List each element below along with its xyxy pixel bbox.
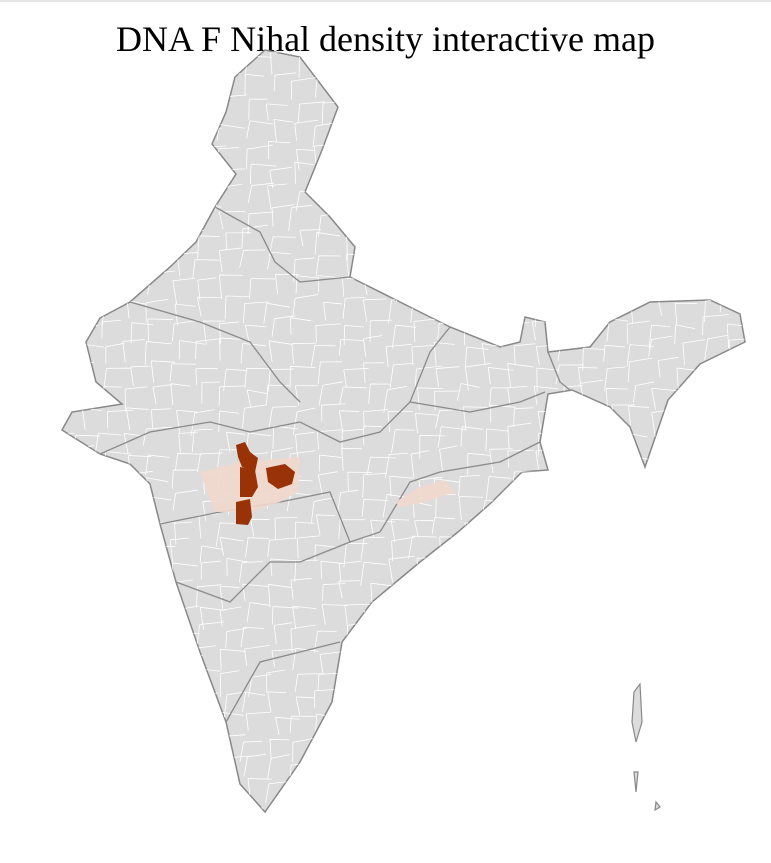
density-layer: [200, 442, 455, 525]
india-landmass[interactable]: [61, 49, 746, 814]
map-title: DNA F Nihal density interactive map: [116, 19, 655, 59]
district-high-density[interactable]: [236, 442, 258, 472]
district-high-density[interactable]: [240, 467, 258, 497]
andaman-islands: [631, 682, 661, 812]
country-outline: [61, 49, 746, 814]
district-low-density[interactable]: [395, 480, 455, 507]
district-high-density[interactable]: [236, 499, 252, 525]
district-high-density[interactable]: [266, 464, 295, 489]
